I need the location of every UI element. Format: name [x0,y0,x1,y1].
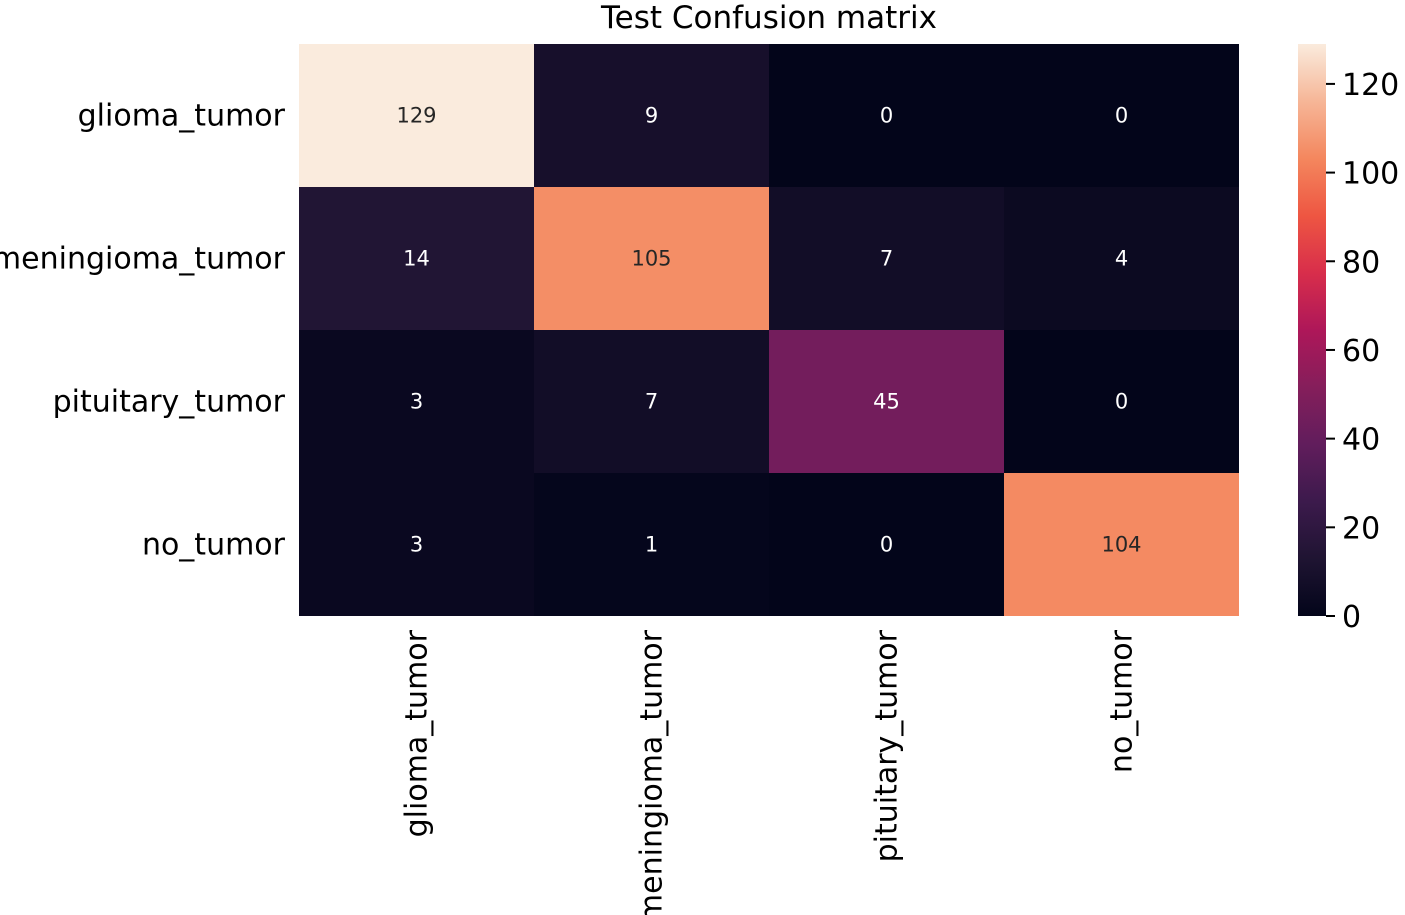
heatmap-cell [534,44,769,187]
heatmap-cell [299,330,534,473]
heatmap-cell [299,44,534,187]
row-label: pituitary_tumor [53,385,286,420]
heatmap-cell [534,473,769,616]
cell-value-label: 1 [645,533,658,557]
row-labels: glioma_tumor meningioma_tumor pituitary_tu… [0,99,286,563]
colorbar: 0 20 40 60 80 100 120 [1298,44,1399,635]
heatmap-cell [769,330,1004,473]
colorbar-gradient [1298,44,1326,616]
column-label: no_tumor [1105,629,1140,773]
row-label: glioma_tumor [78,99,286,134]
cell-value-label: 129 [396,104,436,128]
colorbar-tick-label: 60 [1342,334,1380,369]
cell-value-label: 3 [410,390,423,414]
row-label: meningioma_tumor [0,242,286,277]
cell-value-label: 9 [645,104,658,128]
colorbar-tick-label: 120 [1342,68,1399,103]
colorbar-tick-label: 80 [1342,245,1380,280]
heatmap-cell [769,44,1004,187]
colorbar-tick-label: 100 [1342,157,1399,192]
heatmap-cell [769,473,1004,616]
heatmap-cells: 129 9 0 0 14 105 7 4 3 7 45 0 3 1 0 104 [299,44,1239,616]
column-label: pituitary_tumor [870,629,905,862]
heatmap-cell [534,187,769,330]
cell-value-label: 14 [403,247,430,271]
colorbar-tick-label: 20 [1342,511,1380,546]
column-label: glioma_tumor [400,629,435,837]
chart-title: Test Confusion matrix [600,0,937,36]
heatmap-cell [534,330,769,473]
heatmap-cell [769,187,1004,330]
heatmap-cell [1004,44,1239,187]
column-label: meningioma_tumor [635,629,670,915]
cell-value-label: 104 [1101,533,1141,557]
colorbar-tick-label: 40 [1342,423,1380,458]
cell-value-label: 3 [410,533,423,557]
colorbar-tick-label: 0 [1342,600,1361,635]
heatmap-cell [1004,330,1239,473]
heatmap-cell [1004,187,1239,330]
cell-value-label: 0 [1115,390,1128,414]
colorbar-ticks: 0 20 40 60 80 100 120 [1326,68,1399,635]
cell-value-label: 7 [645,390,658,414]
heatmap-cell [1004,473,1239,616]
cell-value-label: 45 [873,390,900,414]
column-labels: glioma_tumor meningioma_tumor pituitary_tu… [400,629,1140,915]
cell-value-label: 105 [631,247,671,271]
cell-value-label: 7 [880,247,893,271]
heatmap-cell [299,473,534,616]
cell-value-label: 0 [880,533,893,557]
heatmap-cell [299,187,534,330]
cell-value-label: 0 [1115,104,1128,128]
cell-value-label: 0 [880,104,893,128]
row-label: no_tumor [142,528,286,563]
cell-value-label: 4 [1115,247,1128,271]
